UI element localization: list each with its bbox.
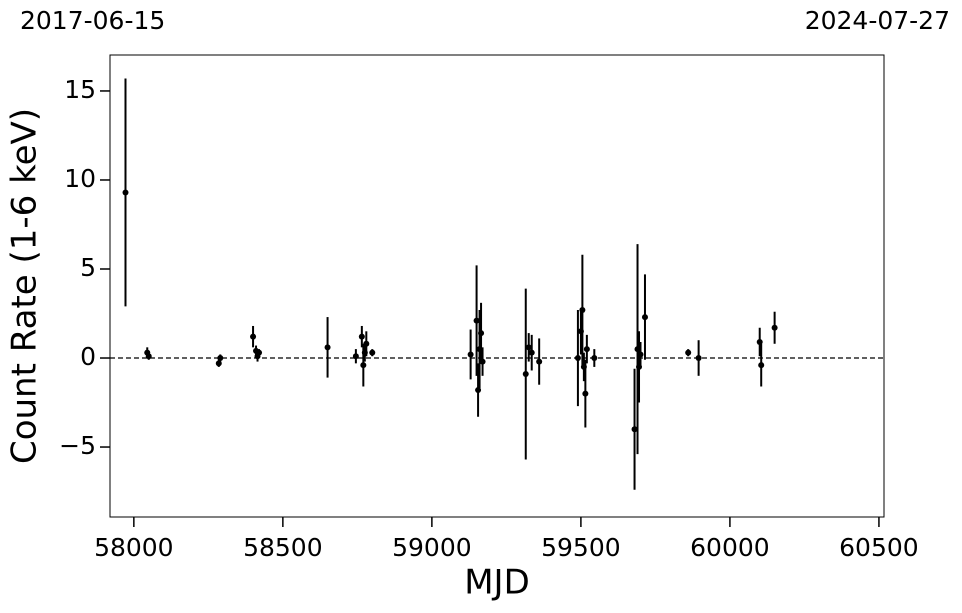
- x-tick-label: 59500: [541, 533, 621, 562]
- data-point: [358, 333, 365, 340]
- data-point: [215, 360, 222, 367]
- data-point: [475, 387, 482, 394]
- data-point: [467, 351, 474, 358]
- data-point: [256, 349, 263, 356]
- data-point: [122, 189, 129, 196]
- y-axis-label: Count Rate (1-6 keV): [5, 108, 45, 464]
- data-point: [579, 306, 586, 313]
- y-tick-label: 5: [80, 253, 96, 282]
- data-point: [145, 353, 152, 360]
- x-axis-label: MJD: [464, 563, 530, 603]
- data-point: [582, 390, 589, 397]
- y-tick-label: −5: [59, 431, 96, 460]
- y-tick-label: 0: [80, 342, 96, 371]
- data-point: [631, 426, 638, 433]
- data-point: [369, 349, 376, 356]
- data-point: [536, 358, 543, 365]
- x-tick-label: 59000: [392, 533, 472, 562]
- data-point: [695, 355, 702, 362]
- data-point: [758, 362, 765, 369]
- x-tick-label: 58000: [94, 533, 174, 562]
- data-point: [525, 344, 532, 351]
- data-point: [363, 340, 370, 347]
- data-point: [771, 324, 778, 331]
- data-point: [324, 344, 331, 351]
- data-point: [478, 330, 485, 337]
- data-point: [473, 317, 480, 324]
- data-point: [641, 314, 648, 321]
- x-tick-label: 60000: [690, 533, 770, 562]
- end-date: 2024-07-27: [805, 6, 950, 35]
- data-point: [583, 346, 590, 353]
- data-point: [637, 351, 644, 358]
- data-point: [522, 371, 529, 378]
- data-point: [591, 355, 598, 362]
- y-tick-label: 15: [64, 75, 96, 104]
- data-point: [479, 358, 486, 365]
- x-tick-label: 58500: [243, 533, 323, 562]
- start-date: 2017-06-15: [20, 6, 165, 35]
- data-point: [352, 353, 359, 360]
- data-point: [685, 349, 692, 356]
- y-tick-label: 10: [64, 164, 96, 193]
- plot-frame: [109, 54, 885, 518]
- x-tick-label: 60500: [839, 533, 919, 562]
- data-point: [217, 355, 224, 362]
- data-point: [574, 355, 581, 362]
- data-point: [528, 349, 535, 356]
- data-point: [250, 333, 257, 340]
- data-point: [360, 362, 367, 369]
- data-point: [756, 338, 763, 345]
